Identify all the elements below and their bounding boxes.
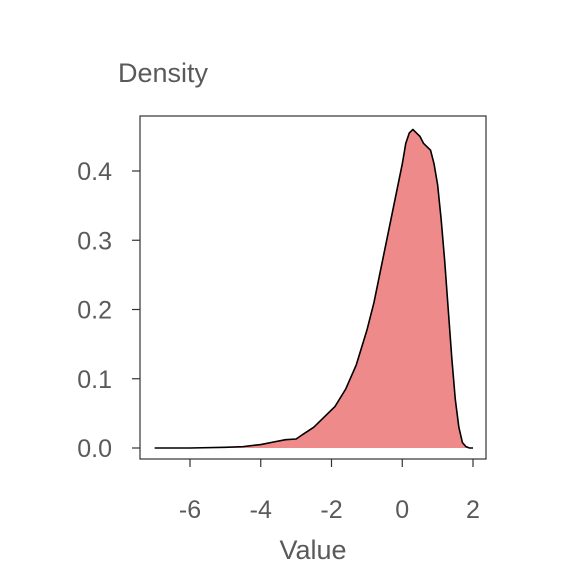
y-tick-label: 0.2 bbox=[77, 297, 112, 325]
x-tick-label: 2 bbox=[466, 496, 480, 524]
y-tick-label: 0.1 bbox=[77, 366, 112, 394]
density-area-fill bbox=[154, 129, 473, 448]
plot-area bbox=[154, 128, 473, 449]
y-tick-label: 0.3 bbox=[77, 227, 112, 255]
density-curve bbox=[154, 128, 473, 449]
x-tick-label: 0 bbox=[395, 496, 409, 524]
x-axis: -6 -4 -2 0 2 bbox=[179, 459, 480, 524]
x-tick-label: -6 bbox=[179, 496, 201, 524]
y-tick-label: 0.4 bbox=[77, 158, 112, 186]
y-axis: 0.0 0.1 0.2 0.3 0.4 bbox=[77, 158, 140, 463]
plot-frame bbox=[139, 115, 487, 460]
x-tick-label: -2 bbox=[320, 496, 342, 524]
x-tick-label: -4 bbox=[250, 496, 272, 524]
y-tick-label: 0.0 bbox=[77, 435, 112, 463]
y-axis-label: Density bbox=[118, 58, 209, 88]
x-axis-label: Value bbox=[279, 535, 346, 565]
